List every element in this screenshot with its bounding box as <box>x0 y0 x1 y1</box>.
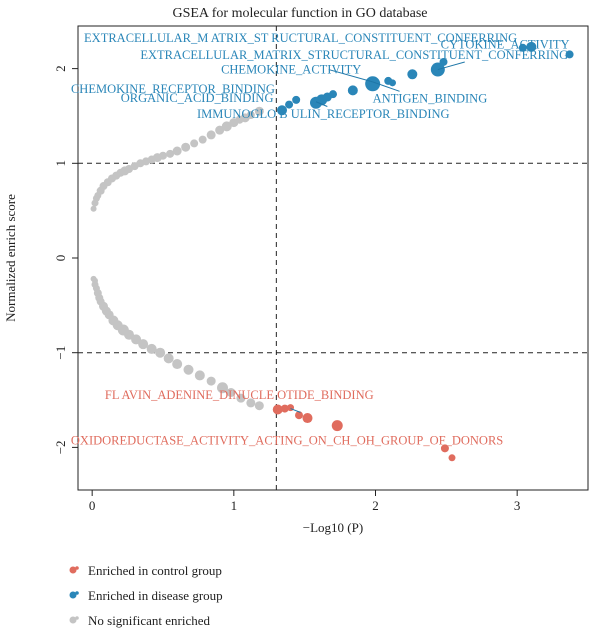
data-point <box>181 142 191 152</box>
data-point <box>221 121 232 132</box>
legend-marker <box>69 616 77 624</box>
data-point <box>138 339 149 350</box>
data-point <box>272 404 283 415</box>
data-point <box>172 146 182 156</box>
data-point <box>215 125 225 135</box>
data-point <box>159 151 167 160</box>
legend-label: No significant enriched <box>88 613 211 628</box>
data-point <box>295 411 303 420</box>
legend-label: Enriched in disease group <box>88 588 223 603</box>
legend-marker-dot <box>75 591 79 595</box>
data-point <box>407 69 418 80</box>
data-point <box>190 139 199 148</box>
x-axis-label: −Log10 (P) <box>303 520 363 535</box>
legend-label: Enriched in control group <box>88 563 222 578</box>
x-tick-label: 2 <box>372 498 379 513</box>
data-point <box>146 343 157 354</box>
legend-marker-dot <box>75 616 79 620</box>
data-point <box>287 404 294 412</box>
data-point <box>163 353 174 364</box>
x-tick-label: 0 <box>89 498 96 513</box>
y-tick-label: 0 <box>53 255 68 262</box>
point-annotation: EXTRACELLULAR_MATRIX_STRUCTURAL_CONSTITU… <box>140 48 568 62</box>
data-point <box>280 404 289 413</box>
data-point <box>198 135 207 144</box>
y-axis: −2 −1 0 1 2 <box>53 65 78 454</box>
point-annotation: OXIDOREDUCTASE_ACTIVITY_ACTING_ON_CH_OH_… <box>71 434 503 448</box>
legend-marker-dot <box>75 566 79 570</box>
data-point <box>254 106 264 116</box>
leader-line <box>437 61 465 71</box>
data-point <box>331 420 343 432</box>
data-point <box>246 111 255 120</box>
data-points <box>90 41 574 462</box>
x-tick-label: 3 <box>514 498 521 513</box>
legend-marker <box>69 591 77 599</box>
legend-marker <box>69 566 77 574</box>
data-point <box>206 376 216 386</box>
y-tick-label: 2 <box>53 65 68 72</box>
x-tick-label: 1 <box>231 498 238 513</box>
point-annotation: ORGANIC_ACID_BINDING <box>121 91 274 105</box>
point-annotation: CYTOKINE_ACTIVITY <box>441 38 570 52</box>
data-point <box>236 393 246 403</box>
data-point <box>166 149 175 158</box>
point-annotation: CHEMOKINE_RECEPTOR_BINDING <box>71 82 275 96</box>
data-point <box>439 57 448 66</box>
leader-line <box>290 408 301 413</box>
data-point <box>226 387 236 397</box>
data-point <box>124 329 134 340</box>
data-point <box>565 50 574 59</box>
point-annotation: FL AVIN_ADENINE_DINUCLE OTIDE_BINDING <box>105 388 374 402</box>
y-tick-label: 1 <box>53 160 68 167</box>
leader-line <box>328 69 373 83</box>
leader-line <box>372 81 400 92</box>
y-axis-label: Normalized enrich score <box>3 194 18 322</box>
data-point <box>329 90 337 99</box>
data-point <box>183 364 194 375</box>
data-point <box>448 454 456 462</box>
data-point <box>172 359 183 370</box>
data-point <box>131 334 142 345</box>
chart-title: GSEA for molecular function in GO databa… <box>172 6 427 21</box>
data-point <box>217 382 228 394</box>
point-annotation: EXTRACELLULAR_M ATRIX_ST RUCTURAL_CONSTI… <box>84 31 517 45</box>
y-tick-label: −1 <box>53 346 68 360</box>
label-leader-lines <box>290 61 465 413</box>
point-annotation: ANTIGEN_BINDING <box>373 92 488 106</box>
data-point <box>246 398 256 408</box>
y-tick-label: −2 <box>53 440 68 454</box>
data-point <box>285 100 294 109</box>
legend: Enriched in control group Enriched in dis… <box>69 563 223 628</box>
data-point <box>302 413 313 424</box>
data-point <box>292 95 301 104</box>
data-point <box>277 105 287 116</box>
data-point <box>194 370 205 381</box>
x-axis: 0 1 2 3 <box>89 490 521 513</box>
data-point <box>365 76 381 92</box>
data-point <box>389 79 396 87</box>
data-point <box>254 401 264 411</box>
data-point <box>155 347 166 358</box>
data-point <box>518 43 527 52</box>
data-point <box>526 41 537 52</box>
data-point <box>347 85 358 96</box>
data-point <box>206 130 216 140</box>
data-point <box>90 205 97 212</box>
leader-line <box>315 101 328 107</box>
point-labels: EXTRACELLULAR_M ATRIX_ST RUCTURAL_CONSTI… <box>71 31 570 447</box>
data-point <box>440 444 449 453</box>
point-annotation: CHEMOKINE_ACTIVITY <box>221 62 361 76</box>
point-annotation: IMMUNOGLO B ULIN_RECEPTOR_BINDING <box>197 107 450 121</box>
